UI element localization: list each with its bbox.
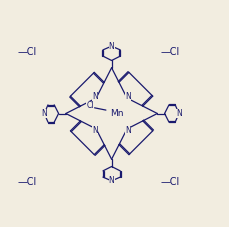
- Text: N: N: [125, 126, 131, 135]
- Text: N: N: [92, 126, 98, 135]
- Text: N: N: [108, 176, 114, 185]
- Text: Cl: Cl: [86, 101, 93, 110]
- Text: N: N: [41, 109, 47, 118]
- Text: N: N: [125, 92, 131, 101]
- Text: —Cl: —Cl: [17, 177, 36, 187]
- Text: N: N: [108, 42, 114, 51]
- Text: —Cl: —Cl: [160, 177, 179, 187]
- Text: N: N: [175, 109, 181, 118]
- Text: —Cl: —Cl: [17, 47, 36, 57]
- Text: Mn: Mn: [110, 109, 123, 118]
- Text: N: N: [92, 92, 98, 101]
- Text: —Cl: —Cl: [160, 47, 179, 57]
